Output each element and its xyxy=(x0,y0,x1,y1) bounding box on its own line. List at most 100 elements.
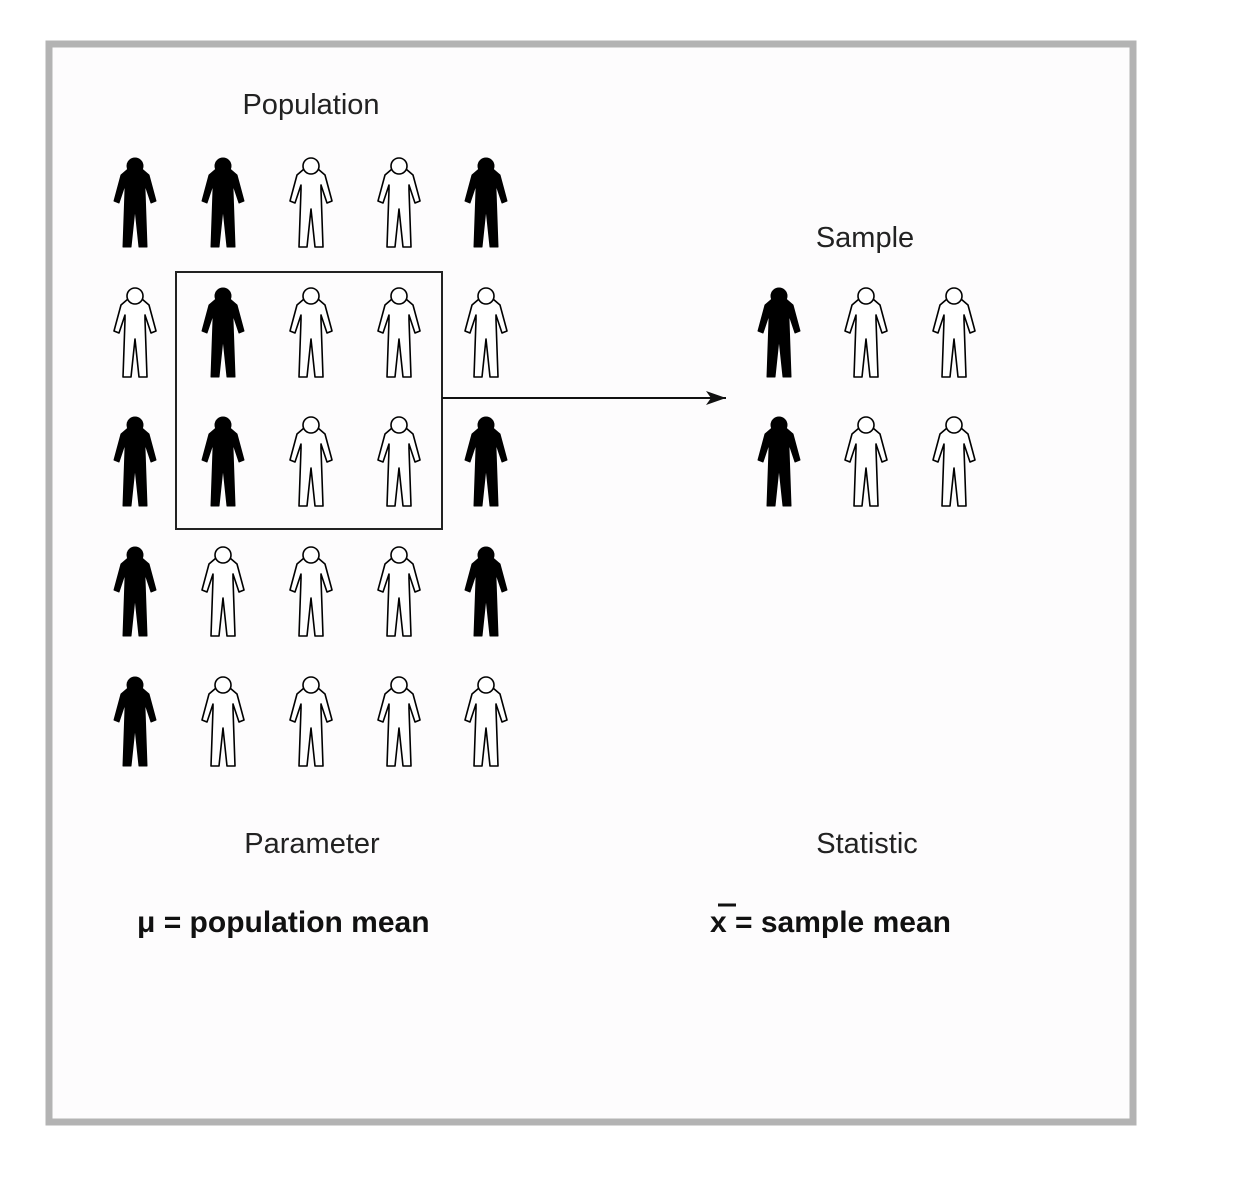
person-filled-icon xyxy=(201,287,245,378)
person-body xyxy=(932,298,976,378)
person-filled-icon xyxy=(113,416,157,507)
person-outline-icon xyxy=(932,287,976,378)
population-title: Population xyxy=(242,89,379,121)
person-body xyxy=(289,168,333,248)
person-outline-icon xyxy=(932,416,976,507)
person-head xyxy=(214,416,232,434)
person-head xyxy=(390,676,408,694)
person-filled-icon xyxy=(757,287,801,378)
person-body xyxy=(113,168,157,248)
person-filled-icon xyxy=(201,157,245,248)
person-filled-icon xyxy=(113,157,157,248)
person-outline-icon xyxy=(289,676,333,767)
person-outline-icon xyxy=(113,287,157,378)
person-head xyxy=(126,546,144,564)
person-head xyxy=(477,157,495,175)
person-body xyxy=(289,557,333,637)
sample-grid xyxy=(757,287,976,507)
person-filled-icon xyxy=(113,546,157,637)
person-outline-icon xyxy=(464,676,508,767)
person-head xyxy=(770,416,788,434)
person-body xyxy=(377,427,421,507)
person-body xyxy=(113,687,157,767)
statistic-definition-group: x = sample mean xyxy=(710,903,951,939)
person-outline-icon xyxy=(201,546,245,637)
person-head xyxy=(126,676,144,694)
person-outline-icon xyxy=(289,416,333,507)
person-filled-icon xyxy=(757,416,801,507)
parameter-definition: μ = population mean xyxy=(137,906,430,939)
parameter-heading: Parameter xyxy=(244,828,380,860)
person-head xyxy=(126,157,144,175)
person-body xyxy=(464,557,508,637)
person-head xyxy=(126,287,144,305)
person-head xyxy=(214,157,232,175)
person-head xyxy=(302,157,320,175)
person-body xyxy=(932,427,976,507)
person-head xyxy=(477,676,495,694)
person-body xyxy=(464,298,508,378)
person-body xyxy=(113,298,157,378)
person-head xyxy=(945,287,963,305)
person-head xyxy=(390,546,408,564)
person-outline-icon xyxy=(464,287,508,378)
person-head xyxy=(390,416,408,434)
person-outline-icon xyxy=(289,287,333,378)
person-head xyxy=(945,416,963,434)
person-body xyxy=(113,427,157,507)
person-outline-icon xyxy=(377,546,421,637)
person-body xyxy=(844,427,888,507)
person-body xyxy=(201,557,245,637)
sample-selection-box xyxy=(175,271,443,530)
population-grid xyxy=(113,157,508,767)
person-outline-icon xyxy=(201,676,245,767)
person-body xyxy=(464,687,508,767)
person-head xyxy=(302,546,320,564)
person-body xyxy=(201,687,245,767)
person-filled-icon xyxy=(113,676,157,767)
person-filled-icon xyxy=(201,416,245,507)
person-body xyxy=(113,557,157,637)
person-body xyxy=(289,427,333,507)
person-outline-icon xyxy=(377,416,421,507)
person-body xyxy=(464,427,508,507)
person-body xyxy=(289,298,333,378)
person-head xyxy=(214,546,232,564)
person-head xyxy=(390,287,408,305)
person-filled-icon xyxy=(464,416,508,507)
person-body xyxy=(757,427,801,507)
person-outline-icon xyxy=(844,416,888,507)
sample-mean-symbol: x xyxy=(710,906,727,939)
person-head xyxy=(770,287,788,305)
person-body xyxy=(377,168,421,248)
person-body xyxy=(289,687,333,767)
person-head xyxy=(857,287,875,305)
statistic-definition: = sample mean xyxy=(735,906,951,939)
person-outline-icon xyxy=(289,546,333,637)
person-body xyxy=(377,298,421,378)
figure-frame xyxy=(45,40,1137,1126)
person-head xyxy=(302,287,320,305)
person-head xyxy=(126,416,144,434)
person-body xyxy=(844,298,888,378)
person-outline-icon xyxy=(289,157,333,248)
person-body xyxy=(201,427,245,507)
statistic-heading: Statistic xyxy=(816,828,918,860)
person-head xyxy=(390,157,408,175)
person-body xyxy=(377,557,421,637)
person-outline-icon xyxy=(844,287,888,378)
person-head xyxy=(477,546,495,564)
person-body xyxy=(201,298,245,378)
person-head xyxy=(477,416,495,434)
person-head xyxy=(477,287,495,305)
person-filled-icon xyxy=(464,157,508,248)
person-body xyxy=(201,168,245,248)
person-outline-icon xyxy=(377,676,421,767)
person-filled-icon xyxy=(464,546,508,637)
sample-title: Sample xyxy=(816,222,914,254)
person-head xyxy=(214,676,232,694)
person-head xyxy=(302,676,320,694)
person-head xyxy=(857,416,875,434)
person-head xyxy=(214,287,232,305)
